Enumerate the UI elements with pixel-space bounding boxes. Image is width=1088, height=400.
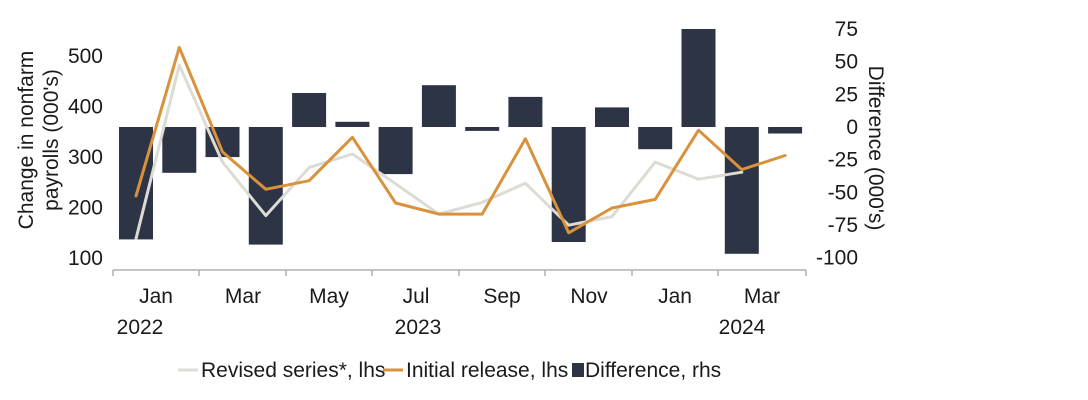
y-right-tick-label: -75	[828, 214, 858, 237]
difference-bar	[335, 121, 370, 127]
y-right-tick-label: 0	[846, 116, 858, 139]
y-left-tick-label: 500	[68, 45, 103, 68]
y-left-tick-label: 300	[68, 146, 103, 169]
x-year-label: 2022	[117, 316, 164, 339]
axes: Jan Mar May Jul Sep Nov Jan Mar 2022 2023 2024 100 2…	[15, 18, 887, 339]
y-left-axis-title-line2: payrolls (000's)	[40, 69, 63, 211]
difference-bar	[724, 127, 759, 254]
series-lines	[134, 45, 787, 241]
y-right-tick-label: 75	[835, 18, 858, 41]
difference-bar	[508, 96, 543, 127]
y-left-tick-label: 100	[68, 247, 103, 270]
x-year-label: 2023	[395, 316, 442, 339]
x-tick-label: Mar	[225, 285, 261, 308]
initial-release-line	[134, 45, 787, 235]
x-year-label: 2024	[719, 316, 766, 339]
legend-label-difference: Difference, rhs	[585, 359, 721, 382]
x-tick-label: Sep	[483, 285, 520, 308]
x-tick-label: Jan	[658, 285, 692, 308]
y-right-tick-label: -50	[828, 181, 858, 204]
y-right-tick-label: 50	[835, 51, 858, 74]
y-left-axis-title: Change in nonfarm	[15, 51, 38, 230]
x-tick-label: Jul	[403, 285, 430, 308]
legend-label-revised: Revised series*, lhs	[201, 359, 385, 382]
difference-bar	[292, 93, 327, 127]
difference-bar	[119, 127, 153, 240]
y-right-tick-label: -25	[828, 149, 858, 172]
difference-bar	[162, 127, 197, 173]
legend-label-initial: Initial release, lhs	[406, 359, 568, 382]
y-left-tick-label: 400	[68, 96, 103, 119]
x-tick-label: Jan	[139, 285, 173, 308]
difference-bar	[378, 127, 413, 175]
y-right-tick-label: 25	[835, 83, 858, 106]
difference-bar	[638, 127, 673, 150]
y-right-tick-label: -100	[816, 247, 858, 270]
difference-bar	[421, 85, 456, 127]
x-tick-label: Nov	[570, 285, 608, 308]
difference-bars	[119, 29, 803, 254]
y-right-axis-title: Difference (000's)	[864, 66, 887, 231]
difference-bar	[595, 107, 629, 127]
difference-bar	[465, 127, 500, 131]
x-tick-label: May	[309, 285, 349, 308]
x-tick-label: Mar	[744, 285, 780, 308]
legend-marker-difference	[572, 363, 584, 377]
difference-bar	[768, 127, 803, 134]
y-left-tick-label: 200	[68, 197, 103, 220]
legend: Revised series*, lhs Initial release, lhs…	[178, 359, 721, 382]
difference-bar	[681, 29, 716, 127]
